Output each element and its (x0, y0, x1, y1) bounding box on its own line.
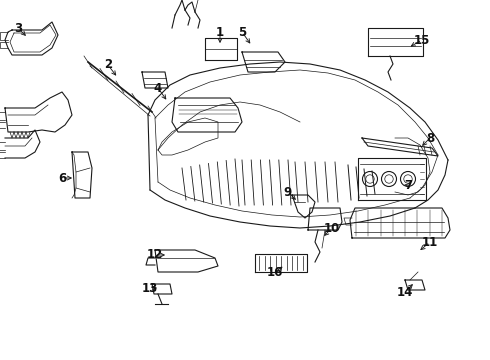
Text: 5: 5 (238, 26, 246, 39)
Text: 13: 13 (142, 282, 158, 294)
Text: 6: 6 (58, 171, 66, 185)
Text: 8: 8 (426, 131, 434, 144)
Text: 1: 1 (216, 26, 224, 39)
Text: 11: 11 (422, 235, 438, 248)
Text: 10: 10 (324, 221, 340, 234)
Text: 4: 4 (154, 81, 162, 94)
Text: 12: 12 (147, 248, 163, 261)
Text: 15: 15 (414, 33, 430, 46)
Text: 9: 9 (284, 185, 292, 198)
Text: 16: 16 (267, 266, 283, 279)
Text: 14: 14 (397, 285, 413, 298)
Text: 3: 3 (14, 22, 22, 35)
Text: 7: 7 (404, 179, 412, 192)
Text: 2: 2 (104, 58, 112, 72)
